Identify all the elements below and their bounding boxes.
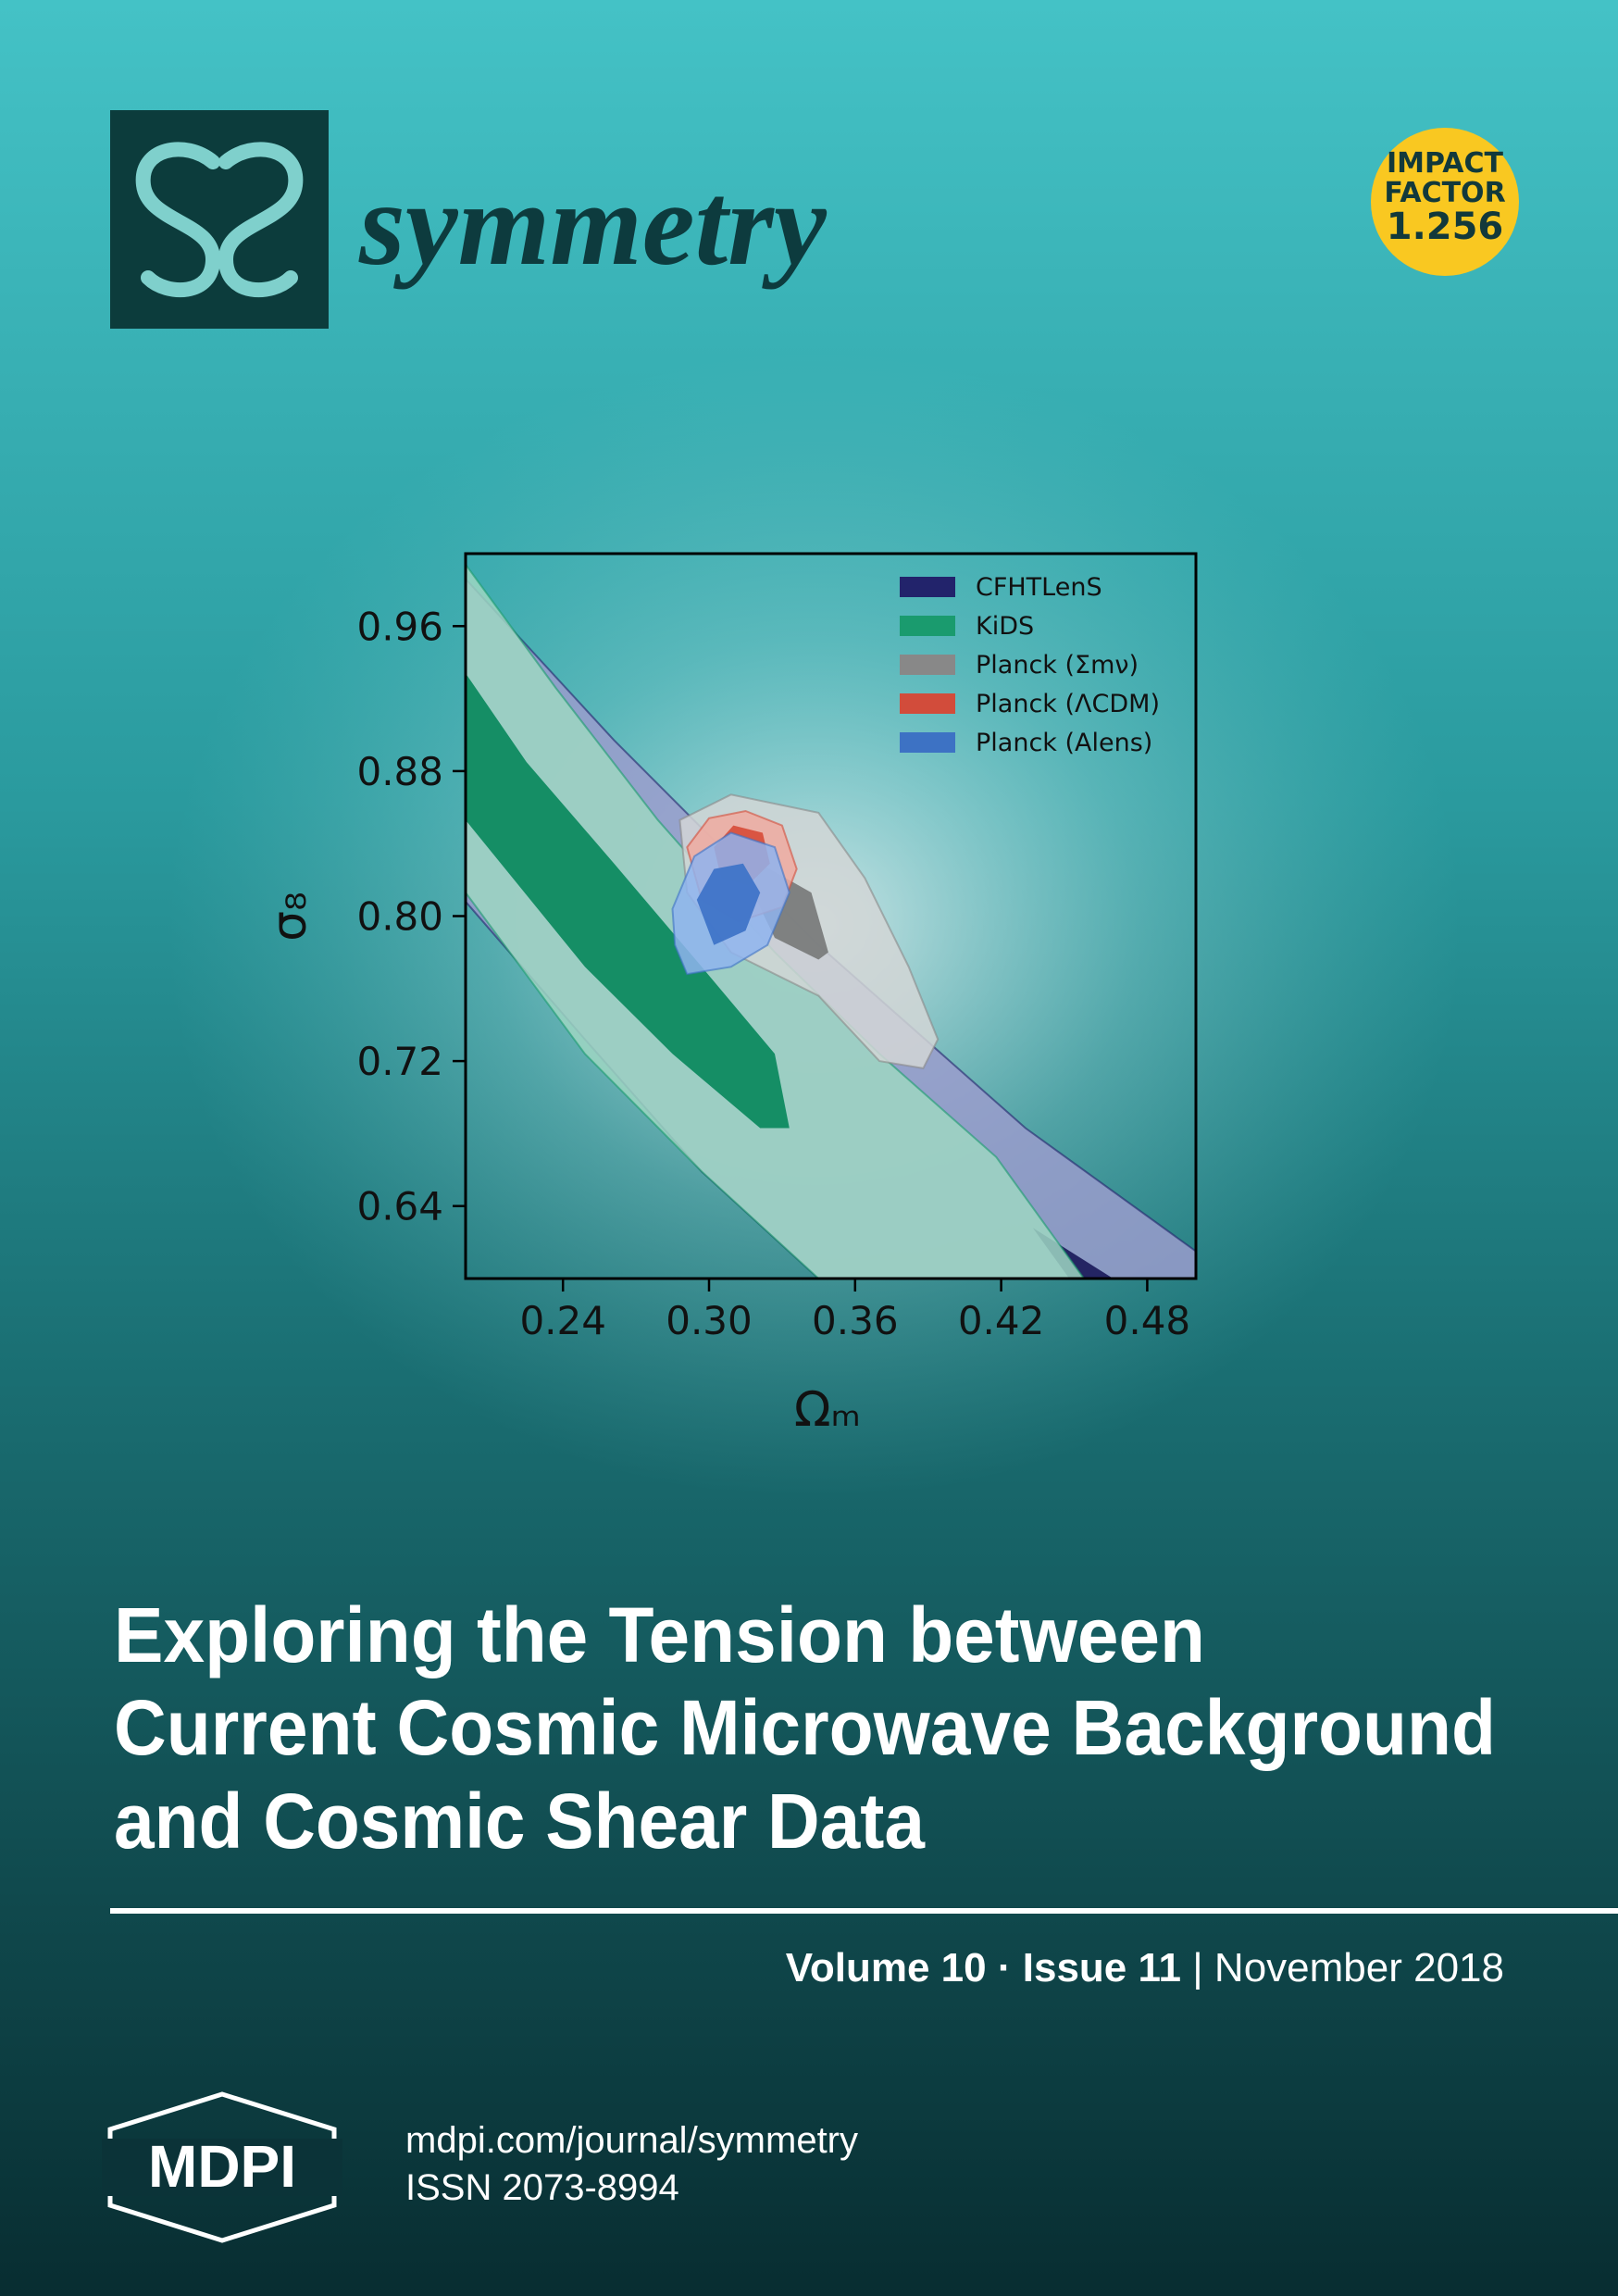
legend-swatch	[900, 655, 955, 675]
y-tick-label: 0.80	[356, 894, 443, 940]
issue: Issue 11	[1023, 1945, 1181, 1990]
contour-inner	[696, 863, 761, 945]
publisher-hexagon	[107, 2091, 337, 2243]
contour-outer	[466, 563, 1086, 1279]
date: November 2018	[1214, 1945, 1504, 1990]
publisher: MDPI	[148, 2133, 296, 2200]
x-tick-label: 0.42	[958, 1298, 1045, 1343]
logo-mark	[110, 110, 329, 329]
legend-swatch	[900, 577, 955, 597]
impact-label: FACTOR	[1384, 177, 1505, 209]
url: mdpi.com/journal/symmetry	[405, 2120, 858, 2161]
x-axis-label: Ωₘ	[794, 1382, 861, 1438]
chart: 0.24 0.30 0.36 0.42 0.48 0.64 0.72 0.80 0.88 0.96…	[356, 552, 1198, 1343]
x-tick-label: 0.36	[812, 1298, 899, 1343]
legend-label: CFHTLenS	[976, 573, 1102, 602]
impact-label: IMPACT	[1387, 147, 1503, 180]
legend-label: Planck (Alens)	[976, 729, 1152, 757]
title-line: and Cosmic Shear Data	[114, 1778, 926, 1865]
title-line: Current Cosmic Microwave Background	[114, 1684, 1496, 1771]
logo-symbol	[135, 142, 304, 297]
contour-inner	[1032, 1228, 1114, 1279]
legend-label: Planck (ΛCDM)	[976, 690, 1160, 718]
issn: ISSN 2073-8994	[405, 2167, 679, 2208]
y-tick-label: 0.88	[356, 749, 443, 794]
x-tick-label: 0.30	[666, 1298, 753, 1343]
x-tick-label: 0.48	[1104, 1298, 1191, 1343]
separator: |	[1192, 1945, 1202, 1990]
legend-label: KiDS	[976, 612, 1034, 641]
legend-swatch	[900, 616, 955, 636]
legend-label: Planck (Σmν)	[976, 651, 1139, 680]
legend-swatch	[900, 693, 955, 714]
separator: ·	[998, 1945, 1012, 1990]
rule	[110, 1908, 1618, 1914]
y-tick-label: 0.72	[356, 1039, 443, 1084]
publisher-band	[102, 2139, 342, 2196]
legend-swatch	[900, 732, 955, 753]
plot-area	[466, 563, 1196, 1279]
y-tick-label: 0.64	[356, 1184, 443, 1229]
x-tick-label: 0.24	[519, 1298, 606, 1343]
contour-inner	[466, 673, 790, 1129]
impact-value: 1.256	[1387, 206, 1504, 248]
y-tick-label: 0.96	[356, 604, 443, 649]
impact-badge	[1371, 128, 1519, 276]
volume: Volume 10	[786, 1945, 987, 1990]
title-line: Exploring the Tension between	[114, 1591, 1205, 1678]
journal-name: symmetry	[358, 158, 828, 290]
y-axis-label: σ₈	[262, 892, 317, 942]
issue-line: Volume 10 · Issue 11 | November 2018	[786, 1945, 1504, 1990]
